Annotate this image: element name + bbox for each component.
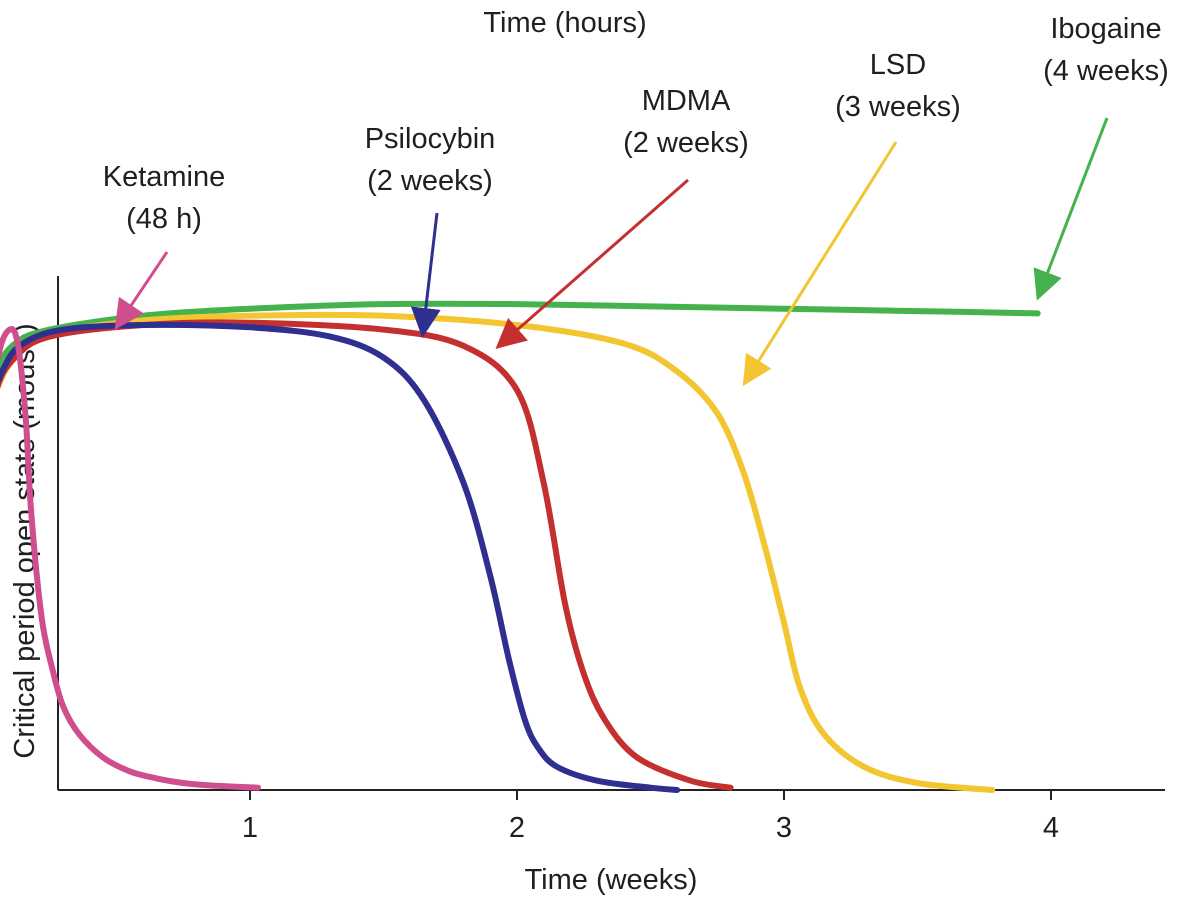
ibogaine-arrow [1033, 117, 1109, 301]
ketamine-arrow [114, 251, 169, 330]
series-line-psilocybin [0, 321, 681, 793]
series-line-mdma [0, 319, 734, 791]
psilocybin-arrow [410, 212, 441, 338]
annotation-lsd: LSD (3 weeks) [742, 49, 961, 387]
annotation-ibogaine-name: Ibogaine [1050, 13, 1161, 45]
x-ticks: 1 2 3 4 [242, 790, 1059, 844]
x-axis-label: Time (weeks) [525, 864, 698, 896]
series-line-lsd [0, 311, 996, 793]
annotation-psilocybin-duration: (2 weeks) [367, 165, 493, 197]
annotation-lsd-name: LSD [870, 49, 926, 81]
lsd-arrow [742, 141, 898, 387]
annotation-ketamine: Ketamine (48 h) [103, 161, 226, 330]
annotation-ibogaine-duration: (4 weeks) [1043, 55, 1169, 87]
x-tick-label: 3 [776, 812, 792, 844]
annotation-mdma-name: MDMA [642, 85, 731, 117]
x-tick-label: 4 [1043, 812, 1059, 844]
x-tick-label: 1 [242, 812, 258, 844]
annotation-mdma: MDMA (2 weeks) [495, 85, 749, 349]
annotation-ketamine-duration: (48 h) [126, 203, 202, 235]
annotation-ibogaine: Ibogaine (4 weeks) [1033, 13, 1169, 301]
annotation-mdma-duration: (2 weeks) [623, 127, 749, 159]
series-line-ibogaine [0, 300, 1041, 371]
x-tick-label: 2 [509, 812, 525, 844]
annotation-lsd-duration: (3 weeks) [835, 91, 961, 123]
series-line-ketamine [0, 326, 261, 791]
top-axis-label: Time (hours) [483, 7, 646, 39]
series-lines [0, 300, 1041, 793]
annotation-ketamine-name: Ketamine [103, 161, 226, 193]
annotation-psilocybin-name: Psilocybin [365, 123, 496, 155]
annotation-psilocybin: Psilocybin (2 weeks) [365, 123, 496, 338]
mdma-arrow [495, 178, 689, 349]
axes [57, 276, 1165, 791]
